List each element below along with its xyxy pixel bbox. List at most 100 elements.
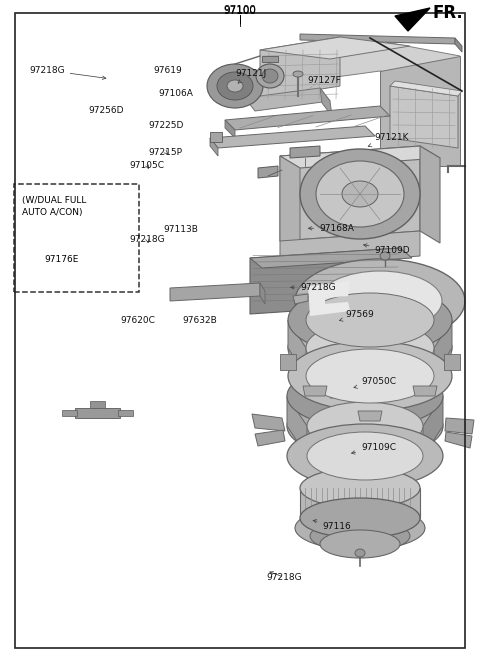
Text: 97100: 97100 <box>224 6 256 16</box>
Text: 97176E: 97176E <box>44 255 79 264</box>
Ellipse shape <box>287 424 443 488</box>
Text: AUTO A/CON): AUTO A/CON) <box>23 208 83 216</box>
Text: FR.: FR. <box>433 4 464 22</box>
Text: 97109D: 97109D <box>363 244 410 255</box>
Ellipse shape <box>306 293 434 347</box>
Polygon shape <box>225 106 390 130</box>
Text: (W/DUAL FULL: (W/DUAL FULL <box>23 195 87 205</box>
Polygon shape <box>445 418 474 434</box>
Polygon shape <box>455 38 462 52</box>
Text: 97168A: 97168A <box>309 224 354 233</box>
Polygon shape <box>245 88 330 111</box>
Polygon shape <box>423 396 443 456</box>
Polygon shape <box>320 88 332 116</box>
Text: 97109C: 97109C <box>351 443 396 454</box>
Text: 97218G: 97218G <box>291 283 336 292</box>
Ellipse shape <box>256 64 284 88</box>
Ellipse shape <box>262 69 278 83</box>
Text: 97121K: 97121K <box>368 133 409 147</box>
Polygon shape <box>62 410 77 416</box>
Ellipse shape <box>227 80 243 92</box>
Ellipse shape <box>306 321 434 375</box>
Polygon shape <box>308 281 350 316</box>
Text: 97620C: 97620C <box>120 316 155 325</box>
Polygon shape <box>75 408 120 418</box>
Polygon shape <box>90 401 105 408</box>
Ellipse shape <box>300 149 420 239</box>
Text: 97256D: 97256D <box>89 106 124 115</box>
Ellipse shape <box>288 313 452 383</box>
Ellipse shape <box>295 259 465 343</box>
Polygon shape <box>260 37 340 99</box>
Text: 97218G: 97218G <box>29 66 106 79</box>
Polygon shape <box>290 146 320 158</box>
Text: 97218G: 97218G <box>130 235 165 244</box>
Text: 97225D: 97225D <box>149 121 184 131</box>
Polygon shape <box>280 146 420 241</box>
Text: 97619: 97619 <box>154 66 182 75</box>
Polygon shape <box>210 138 218 156</box>
Polygon shape <box>420 146 440 243</box>
Ellipse shape <box>318 271 442 331</box>
Text: 97121J: 97121J <box>235 69 266 83</box>
Ellipse shape <box>342 181 378 207</box>
Polygon shape <box>255 430 285 446</box>
Polygon shape <box>262 56 278 62</box>
Text: 97106A: 97106A <box>158 89 193 98</box>
Polygon shape <box>434 320 452 376</box>
Polygon shape <box>303 386 327 396</box>
Polygon shape <box>260 37 410 59</box>
Ellipse shape <box>217 72 253 100</box>
Polygon shape <box>258 166 278 178</box>
Text: 97100: 97100 <box>224 5 256 15</box>
Ellipse shape <box>307 432 423 480</box>
Text: 97218G: 97218G <box>266 571 302 582</box>
Polygon shape <box>118 410 133 416</box>
Ellipse shape <box>293 71 303 77</box>
Ellipse shape <box>316 161 404 227</box>
Polygon shape <box>300 488 420 518</box>
Ellipse shape <box>295 506 425 550</box>
Polygon shape <box>210 132 222 142</box>
Polygon shape <box>445 432 472 448</box>
Polygon shape <box>280 146 440 168</box>
Polygon shape <box>270 41 460 86</box>
Polygon shape <box>288 320 306 376</box>
Ellipse shape <box>288 285 452 355</box>
Ellipse shape <box>306 349 434 403</box>
Polygon shape <box>358 411 382 421</box>
Polygon shape <box>390 81 462 96</box>
Ellipse shape <box>287 394 443 458</box>
Polygon shape <box>250 248 412 268</box>
Text: 97127F: 97127F <box>307 75 341 85</box>
Polygon shape <box>330 386 400 398</box>
Polygon shape <box>280 354 296 370</box>
Polygon shape <box>260 283 265 304</box>
Ellipse shape <box>287 364 443 428</box>
Text: 97113B: 97113B <box>163 225 198 234</box>
Ellipse shape <box>300 498 420 538</box>
Polygon shape <box>252 414 285 431</box>
Ellipse shape <box>320 530 400 558</box>
Ellipse shape <box>355 549 365 557</box>
Polygon shape <box>280 156 300 253</box>
Polygon shape <box>390 86 458 148</box>
Ellipse shape <box>288 341 452 411</box>
Bar <box>14 184 139 292</box>
Polygon shape <box>280 231 420 266</box>
Polygon shape <box>300 34 455 44</box>
Text: 97050C: 97050C <box>354 377 396 388</box>
Polygon shape <box>293 294 308 304</box>
Polygon shape <box>250 248 400 314</box>
Text: 97569: 97569 <box>339 310 374 321</box>
Polygon shape <box>210 126 375 148</box>
Ellipse shape <box>307 402 423 450</box>
Text: 97215P: 97215P <box>149 148 183 157</box>
Polygon shape <box>170 283 260 301</box>
Ellipse shape <box>310 520 410 552</box>
Polygon shape <box>413 386 437 396</box>
Polygon shape <box>444 354 460 370</box>
Polygon shape <box>287 396 307 456</box>
Polygon shape <box>380 56 460 166</box>
Ellipse shape <box>300 468 420 508</box>
